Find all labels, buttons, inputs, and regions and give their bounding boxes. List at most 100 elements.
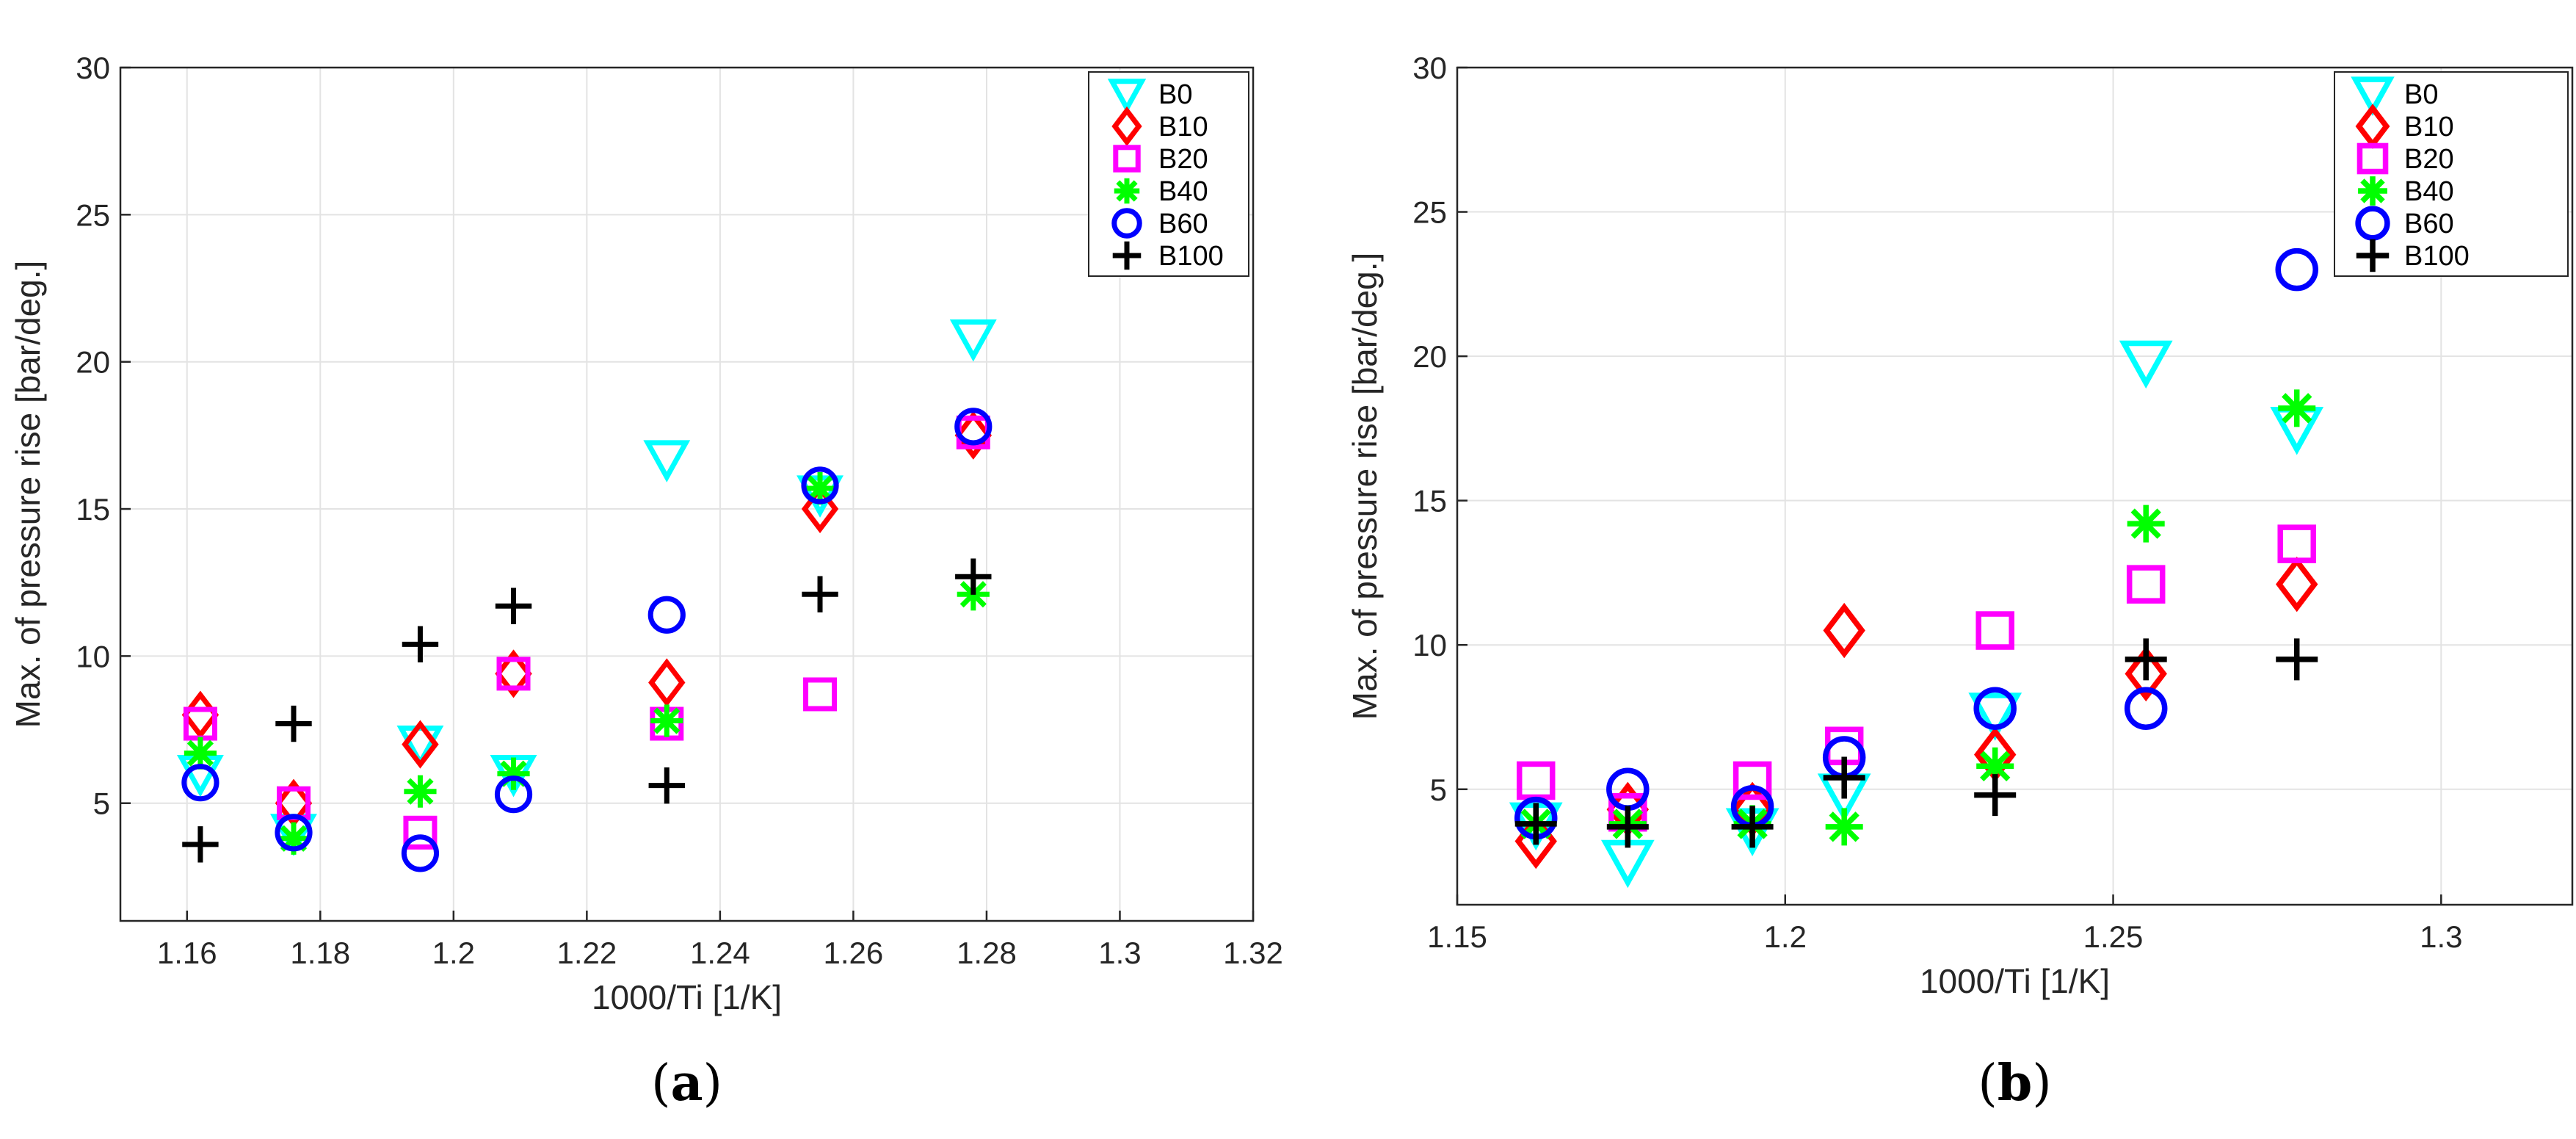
data-point-b100 — [182, 826, 219, 863]
x-axis-label-b: 1000/Ti [1/K] — [1920, 962, 2110, 1000]
y-ticks-a: 5 10 15 20 25 30 — [76, 51, 131, 821]
legend-marker-b60 — [1111, 208, 1142, 239]
x-tick-label: 1.22 — [556, 936, 617, 970]
data-point-b20 — [1733, 761, 1772, 800]
series-b100 — [182, 558, 992, 863]
data-point-b100 — [495, 587, 532, 624]
data-point-b10 — [2125, 646, 2167, 702]
y-tick-label: 25 — [76, 198, 110, 232]
data-point-b20 — [1975, 611, 2014, 650]
data-point-b100 — [1514, 803, 1557, 845]
data-point-b60 — [181, 764, 219, 802]
data-point-b60 — [647, 596, 686, 634]
data-point-b100 — [1974, 774, 2017, 817]
data-point-b40 — [184, 737, 217, 770]
y-tick-label: 30 — [1412, 51, 1447, 85]
data-point-b40 — [2127, 505, 2165, 543]
data-point-b100 — [402, 626, 439, 663]
x-tick-label: 1.3 — [2420, 919, 2462, 954]
data-point-b100 — [1606, 806, 1649, 848]
y-tick-label: 15 — [76, 492, 110, 527]
data-points-b — [1509, 247, 2324, 889]
y-ticks-b: 5 10 15 20 25 30 — [1412, 51, 1467, 807]
legend-label-b10: B10 — [1158, 112, 1208, 142]
legend-marker-b40 — [1114, 178, 1140, 204]
data-point-b20 — [2277, 524, 2316, 563]
series-b60 — [181, 408, 993, 872]
data-point-b10 — [801, 484, 839, 534]
y-tick-label: 5 — [93, 787, 110, 821]
data-point-b60 — [494, 775, 533, 814]
y-tick-label: 10 — [1412, 628, 1447, 662]
y-tick-label: 5 — [1430, 773, 1447, 807]
legend-marker-b20 — [2357, 142, 2389, 175]
x-tick-label: 1.2 — [432, 936, 475, 970]
panel-label-b: (b) — [1978, 1054, 2052, 1113]
data-point-b100 — [275, 705, 312, 742]
data-point-b100 — [802, 576, 838, 612]
data-point-b60 — [801, 466, 839, 505]
legend-marker-b40 — [2358, 176, 2387, 206]
data-point-b10 — [648, 658, 686, 707]
legend-box — [1088, 71, 1249, 277]
data-point-b40 — [1976, 747, 2014, 785]
data-point-b0 — [1968, 693, 2022, 741]
y-tick-label: 20 — [1412, 339, 1447, 374]
x-tick-label: 1.2 — [1764, 919, 1807, 954]
data-point-b10 — [2276, 556, 2318, 612]
x-ticks-b: 1.15 1.2 1.25 1.3 — [1427, 894, 2462, 954]
data-point-b20 — [496, 657, 531, 691]
x-ticks-a: 1.16 1.18 1.2 1.22 1.24 1.26 1.28 1.3 1.32 — [157, 911, 1283, 970]
data-point-b40 — [497, 757, 530, 790]
panel-label-a: (a) — [651, 1054, 722, 1113]
data-point-b20 — [2126, 565, 2166, 604]
y-axis-label-a: Max. of pressure rise [bar/deg.] — [9, 261, 47, 728]
legend-label-b40: B40 — [2404, 176, 2454, 207]
x-tick-label: 1.15 — [1427, 919, 1487, 954]
legend-label-b40: B40 — [1158, 176, 1208, 207]
data-point-b100 — [1731, 806, 1774, 848]
legend-marker-b60 — [2355, 206, 2390, 241]
data-point-b60 — [1973, 687, 2017, 730]
legend-marker-b0 — [1107, 79, 1147, 114]
x-axis-label-a: 1000/Ti [1/K] — [592, 978, 782, 1016]
plot-area-a — [120, 68, 1253, 921]
data-point-b60 — [401, 834, 440, 872]
x-tick-label: 1.32 — [1223, 936, 1283, 970]
legend-label-b100: B100 — [2404, 241, 2470, 272]
x-tick-label: 1.28 — [957, 936, 1017, 970]
data-point-b10 — [495, 649, 532, 698]
data-point-b60 — [2275, 247, 2318, 292]
x-tick-label: 1.16 — [157, 936, 217, 970]
legend-marker-b100 — [2356, 239, 2390, 272]
data-point-b20 — [803, 677, 838, 712]
data-point-b20 — [403, 815, 438, 850]
legend-marker-b10 — [1111, 106, 1142, 147]
data-point-b40 — [2278, 389, 2316, 427]
data-point-b100 — [648, 767, 685, 804]
data-point-b100 — [955, 558, 992, 595]
x-tick-label: 1.24 — [690, 936, 750, 970]
data-point-b100 — [1823, 756, 1865, 799]
data-point-b10 — [954, 411, 992, 460]
data-point-b40 — [803, 471, 837, 505]
axes-frame-a — [119, 66, 1255, 922]
x-tick-label: 1.3 — [1098, 936, 1141, 970]
legend-marker-b0 — [2351, 76, 2395, 116]
panel-b: 1.15 1.2 1.25 1.3 5 10 15 20 25 30 B0B10B20B40B6… — [1346, 51, 2574, 1113]
grid-a — [120, 67, 1254, 921]
data-point-b60 — [275, 814, 313, 852]
data-point-b40 — [277, 822, 311, 855]
x-tick-label: 1.18 — [290, 936, 350, 970]
legend-label-b20: B20 — [1158, 144, 1208, 175]
y-tick-label: 25 — [1412, 195, 1447, 230]
legend-label-b10: B10 — [2404, 112, 2454, 142]
legend-label-b60: B60 — [1158, 209, 1208, 239]
data-point-b40 — [404, 775, 437, 808]
y-tick-label: 20 — [76, 345, 110, 380]
legend-label-b100: B100 — [1158, 241, 1224, 272]
legend-marker-b20 — [1113, 145, 1141, 173]
